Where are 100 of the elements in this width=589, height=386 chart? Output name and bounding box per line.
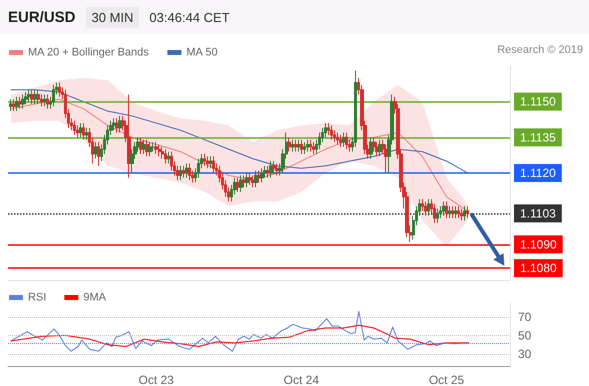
candlestick [260,168,264,184]
candlestick [345,132,348,150]
candlestick [239,174,243,193]
candlestick [433,203,436,224]
candlestick [342,132,345,148]
candlestick [127,94,131,178]
candlestick [294,139,297,152]
candlestick [457,206,460,219]
candlestick [185,162,188,178]
candlestick [46,94,49,110]
candlestick [30,89,34,105]
candlestick [158,144,161,157]
candlestick [466,206,469,219]
x-tick-label: Oct 24 [284,373,320,386]
candlestick [142,139,146,154]
candlestick [97,142,100,166]
candlestick [439,206,442,219]
candlestick [354,70,357,148]
candlestick [148,142,152,157]
candlestick [15,96,19,112]
candlestick [436,208,439,224]
candlestick [203,153,206,166]
legend-label: RSI [28,292,46,304]
candlestick [43,94,46,107]
candlestick [76,124,79,138]
candlestick [312,142,315,154]
candlestick [369,136,373,160]
candlestick [82,122,85,140]
ref-line-label: 1.1103 [520,206,556,220]
candlestick [251,174,255,188]
candlestick [209,156,212,169]
candlestick [179,165,182,181]
candlestick [291,139,294,152]
candlestick [375,142,379,157]
candlestick [300,139,303,154]
ref-line-label: 1.1090 [520,237,558,252]
candlestick [154,142,158,154]
y-tick-label: 30 [518,346,532,361]
candlestick [263,165,267,178]
candlestick [384,144,388,174]
candlestick [306,139,309,152]
ref-line-label: 1.1120 [520,166,556,180]
candlestick [85,127,88,140]
candlestick [188,162,191,181]
candlestick [266,165,270,178]
y-tick-label: 70 [518,310,532,324]
candlestick [442,201,445,216]
candlestick [248,172,252,186]
candlestick [448,206,451,219]
candlestick [24,92,28,105]
candlestick [52,84,55,107]
candlestick [333,130,336,143]
candlestick [12,98,16,112]
x-tick-label: Oct 25 [428,373,464,386]
candlestick [272,160,276,174]
candlestick [451,206,454,219]
candlestick [288,136,291,152]
candlestick [34,89,37,105]
chart-title: EUR/USD [8,8,76,26]
candlestick [176,165,179,181]
candlestick [21,94,25,110]
candlestick [139,136,143,154]
candlestick [170,151,173,172]
candlestick [421,198,424,212]
candlestick [197,158,200,178]
candlestick [318,132,321,150]
candlestick [327,122,330,136]
candlestick [269,160,273,178]
candlestick [324,122,327,138]
candlestick [115,118,119,134]
candlestick [79,122,82,138]
candlestick [112,118,116,131]
legend-label: 9MA [83,292,107,304]
candlestick [427,198,430,216]
text: Research © 2019 [497,44,583,56]
candlestick [236,177,240,193]
candlestick [164,148,167,164]
candlestick [454,206,457,219]
candlestick [378,139,382,157]
candlestick [118,115,122,134]
candlestick [9,98,13,112]
candlestick [330,124,333,140]
candlestick [372,136,376,152]
candlestick [460,208,463,222]
ref-line-label: 1.1150 [520,94,556,109]
candlestick [18,96,22,110]
legend-label: MA 20 + Bollinger Bands [28,46,150,58]
candlestick [94,142,97,160]
candlestick [275,162,279,176]
candlestick [145,139,149,157]
candlestick [37,89,40,105]
candlestick [167,151,170,164]
candlestick [257,170,261,184]
ref-line-label: 1.1080 [520,261,558,276]
candlestick [212,156,215,174]
text: 03:46:44 CET [149,10,230,24]
x-tick-label: Oct 23 [138,373,174,386]
candlestick [58,82,61,98]
candlestick [424,201,427,216]
candlestick [339,134,342,148]
